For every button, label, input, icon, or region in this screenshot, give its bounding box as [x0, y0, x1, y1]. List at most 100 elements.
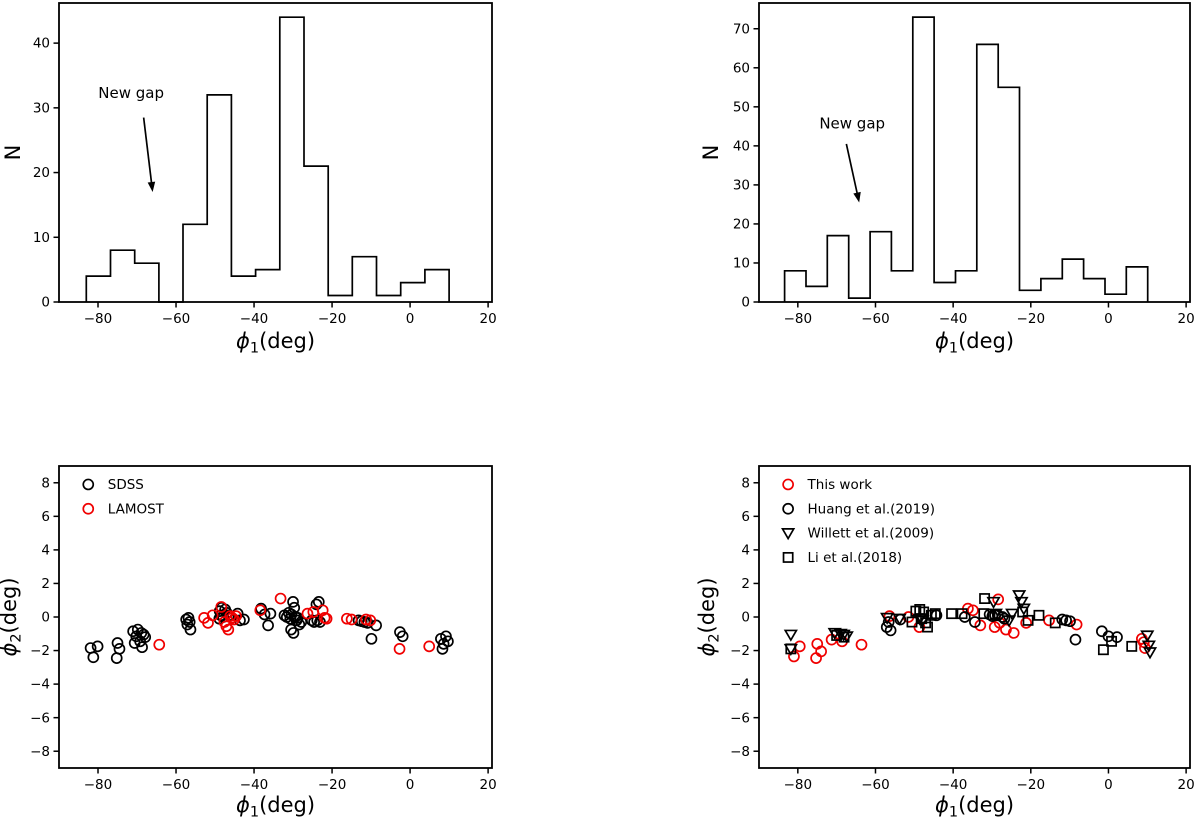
scatter-point-circle — [782, 502, 794, 515]
scatter-point-square — [1022, 614, 1034, 626]
annotation-arrow-head — [147, 181, 156, 192]
y-tick-label: 2 — [741, 576, 750, 592]
scatter-point-triangle-down — [988, 608, 1003, 621]
legend-label: Willett et al.(2009) — [808, 526, 935, 542]
legend-label: SDSS — [108, 477, 144, 493]
scatter-point-triangle-down — [986, 596, 1001, 609]
scatter-point-circle — [810, 652, 822, 664]
scatter-point-circle — [436, 643, 449, 655]
scatter-point-circle — [230, 610, 242, 623]
scatter-point-square — [785, 643, 797, 655]
axes-spines — [58, 2, 493, 303]
x-axis-label: ϕ1(deg) — [935, 329, 1014, 357]
y-tick-label: 30 — [733, 177, 750, 193]
x-tick-label: −60 — [861, 777, 890, 793]
scatter-point-circle — [855, 638, 868, 651]
scatter-point-triangle-down — [1005, 608, 1020, 621]
scatter-point-circle — [287, 627, 300, 639]
scatter-point-circle — [1070, 618, 1083, 631]
scatter-point-circle — [958, 611, 971, 623]
scatter-point-circle — [782, 478, 794, 491]
annotation-text: New gap — [98, 84, 164, 102]
y-tick-label: 70 — [733, 21, 750, 37]
y-tick-label: 50 — [733, 99, 750, 115]
y-tick-label: 60 — [733, 60, 750, 76]
y-tick-label: 4 — [741, 542, 750, 558]
y-tick-label: 6 — [741, 509, 750, 525]
x-tick-label: 20 — [480, 311, 497, 327]
legend-label: Huang et al.(2019) — [808, 501, 936, 517]
y-tick-label: −2 — [30, 643, 50, 659]
histogram-panel-top-right: −80 −60 −40 −20 0 20 0 10 20 30 40 50 60 70 ϕ1(deg) N Ne… — [600, 0, 1200, 410]
scatter-point-square — [929, 608, 941, 620]
scatter-point-circle — [293, 618, 306, 631]
scatter-point-triangle-down — [1001, 615, 1017, 628]
scatter-point-circle — [365, 632, 378, 645]
y-tick-label: 2 — [41, 576, 50, 592]
y-tick-label: 0 — [41, 295, 50, 311]
x-tick-label: 20 — [1178, 777, 1195, 793]
scatter-point-circle — [1069, 633, 1082, 646]
y-tick-label: 8 — [41, 475, 50, 491]
scatter-point-circle — [1096, 625, 1108, 638]
scatter-point-circle — [967, 604, 979, 617]
x-tick-label: −40 — [240, 777, 269, 793]
axes-spines — [758, 2, 1191, 303]
x-tick-label: −60 — [162, 777, 191, 793]
x-tick-label: −40 — [240, 311, 269, 327]
x-tick-label: −20 — [318, 311, 347, 327]
x-axis-label: ϕ1(deg) — [935, 793, 1014, 820]
scatter-point-triangle-down — [1142, 647, 1158, 660]
scatter-point-triangle-down — [1014, 596, 1029, 609]
scatter-point-square — [978, 608, 990, 620]
scatter-point-circle — [139, 631, 152, 643]
y-tick-label: 10 — [733, 256, 750, 272]
x-axis-label: ϕ1(deg) — [236, 793, 315, 820]
scatter-point-square — [1106, 635, 1118, 647]
scatter-point-circle — [262, 619, 274, 632]
y-tick-label: 6 — [41, 509, 50, 525]
x-tick-label: 0 — [1104, 311, 1113, 327]
y-axis-label: ϕ2(deg) — [695, 577, 723, 656]
x-tick-label: −60 — [861, 311, 890, 327]
scatter-series-lamost — [153, 592, 436, 655]
scatter-point-triangle-down — [1141, 640, 1156, 653]
scatter-point-square — [1097, 644, 1109, 656]
y-tick-label: −2 — [730, 643, 750, 659]
scatter-point-circle — [183, 616, 196, 628]
scatter-point-square — [918, 606, 930, 618]
scatter-point-circle — [82, 478, 95, 491]
scatter-point-circle — [320, 612, 333, 625]
annotation-arrow-shaft — [845, 143, 859, 196]
scatter-point-square — [946, 608, 958, 620]
scatter-point-square — [838, 631, 850, 643]
y-tick-label: −4 — [30, 677, 50, 693]
y-tick-label: −8 — [30, 744, 50, 760]
x-tick-label: 0 — [1104, 777, 1113, 793]
scatter-point-circle — [82, 502, 95, 515]
legend-label: LAMOST — [108, 501, 165, 517]
x-axis-label: ϕ1(deg) — [236, 329, 315, 357]
x-tick-label: 0 — [406, 311, 415, 327]
y-tick-label: −6 — [30, 710, 50, 726]
y-tick-label: 0 — [741, 610, 750, 626]
scatter-point-circle — [423, 640, 436, 653]
y-tick-label: 40 — [33, 36, 50, 52]
y-tick-label: 8 — [741, 475, 750, 491]
legend-label: This work — [807, 477, 873, 493]
scatter-point-triangle-down — [783, 629, 798, 642]
scatter-point-circle — [222, 623, 235, 636]
y-tick-label: 40 — [733, 138, 750, 154]
scatter-panel-bottom-left: −80−60−40−20020−8−6−4−202468ϕ1(deg)ϕ2(de… — [0, 410, 600, 820]
x-tick-label: −20 — [1017, 311, 1046, 327]
y-tick-label: 10 — [33, 230, 50, 246]
y-axis-label: N — [1, 145, 25, 161]
scatter-point-circle — [992, 593, 1005, 606]
scatter-point-triangle-down — [1140, 630, 1155, 643]
annotation-text: New gap — [819, 114, 885, 132]
y-tick-label: −4 — [730, 677, 750, 693]
scatter-point-square — [979, 593, 991, 604]
y-tick-label: −8 — [730, 744, 750, 760]
scatter-point-circle — [264, 607, 277, 620]
